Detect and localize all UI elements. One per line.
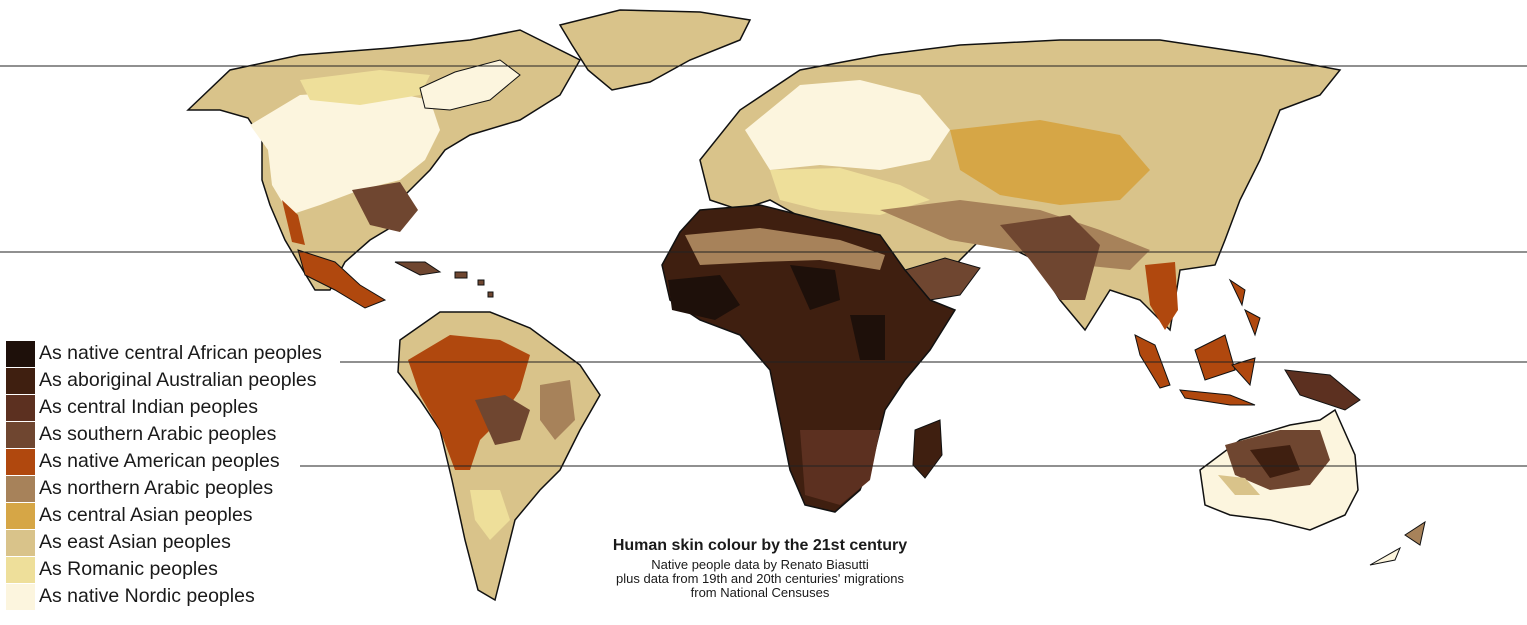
legend-item: As central Indian peoples [6, 394, 322, 421]
legend-item: As northern Arabic peoples [6, 475, 322, 502]
legend-item: As native Nordic peoples [6, 583, 322, 610]
eurasia [699, 39, 1342, 332]
legend-item: As aboriginal Australian peoples [6, 367, 322, 394]
legend-swatch [6, 475, 35, 502]
legend-label: As central Asian peoples [39, 504, 253, 526]
latitude-lines [0, 65, 1527, 467]
legend-label: As native central African peoples [39, 342, 322, 364]
legend-label: As northern Arabic peoples [39, 477, 274, 499]
legend-swatch [6, 394, 35, 421]
caption-line: Native people data by Renato Biasutti [651, 557, 869, 572]
legend-label: As native Nordic peoples [39, 585, 255, 607]
africa [661, 204, 957, 513]
legend-label: As native American peoples [39, 450, 280, 472]
legend-item: As east Asian peoples [6, 529, 322, 556]
legend-swatch [6, 421, 35, 448]
legend-item: As Romanic peoples [6, 556, 322, 583]
caption-line: from National Censuses [690, 585, 830, 600]
caption-title: Human skin colour by the 21st century [612, 537, 908, 554]
south-america [397, 311, 601, 602]
north-america [186, 29, 582, 309]
southeast-asia-islands [1134, 278, 1261, 406]
legend-swatch [6, 502, 35, 529]
legend-label: As central Indian peoples [39, 396, 258, 418]
legend-swatch [6, 529, 35, 556]
legend-swatch [6, 367, 35, 394]
greenland [558, 9, 752, 91]
legend-item: As southern Arabic peoples [6, 421, 322, 448]
new-guinea [1284, 369, 1361, 411]
legend: As native central African peoples As abo… [6, 340, 322, 610]
legend-item: As native American peoples [6, 448, 322, 475]
caption-line: plus data from 19th and 20th centuries' … [616, 571, 904, 586]
map-caption: Human skin colour by the 21st century Na… [560, 537, 960, 600]
australia [1199, 408, 1359, 531]
legend-item: As central Asian peoples [6, 502, 322, 529]
legend-label: As southern Arabic peoples [39, 423, 277, 445]
legend-label: As east Asian peoples [39, 531, 231, 553]
new-zealand [1369, 520, 1426, 566]
legend-swatch [6, 583, 35, 610]
legend-swatch [6, 448, 35, 475]
caribbean [394, 261, 494, 298]
legend-label: As Romanic peoples [39, 558, 218, 580]
legend-swatch [6, 556, 35, 583]
legend-swatch [6, 340, 35, 367]
legend-label: As aboriginal Australian peoples [39, 369, 317, 391]
legend-item: As native central African peoples [6, 340, 322, 367]
